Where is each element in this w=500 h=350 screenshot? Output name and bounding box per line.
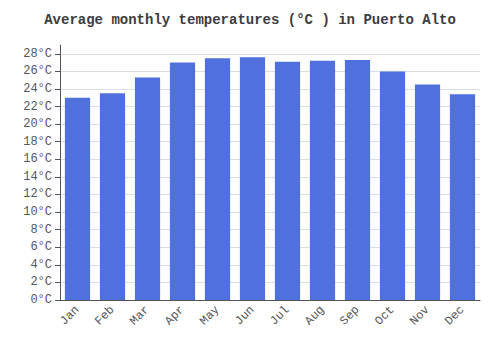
svg-text:Aug: Aug <box>302 303 327 328</box>
svg-text:Jun: Jun <box>232 303 257 328</box>
svg-text:May: May <box>197 303 222 328</box>
svg-text:24°C: 24°C <box>23 82 52 96</box>
svg-text:Apr: Apr <box>162 303 187 328</box>
svg-text:16°C: 16°C <box>23 152 52 166</box>
svg-text:Oct: Oct <box>372 303 397 328</box>
svg-text:6°C: 6°C <box>30 240 52 254</box>
svg-text:8°C: 8°C <box>30 223 52 237</box>
svg-text:4°C: 4°C <box>30 258 52 272</box>
svg-text:Feb: Feb <box>92 303 117 328</box>
svg-text:2°C: 2°C <box>30 275 52 289</box>
svg-text:12°C: 12°C <box>23 187 52 201</box>
svg-text:Dec: Dec <box>442 303 467 328</box>
svg-text:18°C: 18°C <box>23 135 52 149</box>
svg-text:Average monthly temperatures (: Average monthly temperatures (°C ) in Pu… <box>44 12 456 28</box>
svg-text:Jul: Jul <box>267 303 292 328</box>
svg-text:Sep: Sep <box>337 303 362 328</box>
svg-text:10°C: 10°C <box>23 205 52 219</box>
svg-text:26°C: 26°C <box>23 64 52 78</box>
svg-text:22°C: 22°C <box>23 100 52 114</box>
svg-text:14°C: 14°C <box>23 170 52 184</box>
svg-text:28°C: 28°C <box>23 47 52 61</box>
svg-text:Jan: Jan <box>57 303 82 328</box>
svg-text:Mar: Mar <box>127 303 152 328</box>
svg-text:Nov: Nov <box>407 303 432 328</box>
svg-text:0°C: 0°C <box>30 293 52 307</box>
svg-text:20°C: 20°C <box>23 117 52 131</box>
